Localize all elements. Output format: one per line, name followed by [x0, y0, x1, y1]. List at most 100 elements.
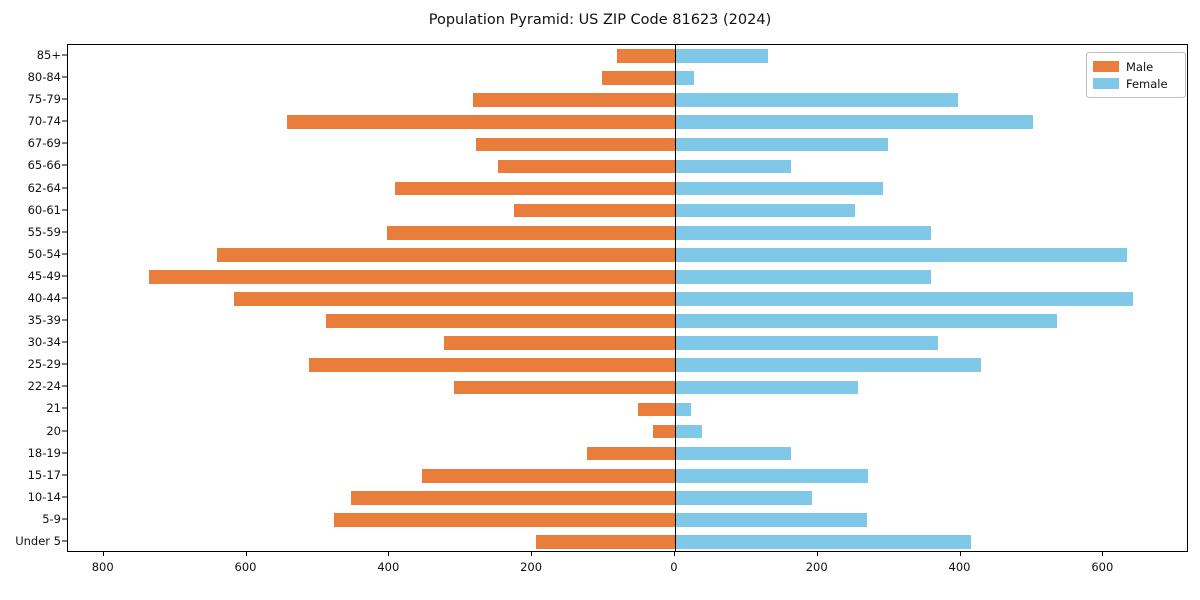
y-axis-tick-label: 75-79 [27, 92, 61, 107]
bar-row [68, 468, 1187, 483]
bar-row [68, 490, 1187, 505]
y-axis-tick-label: 21 [46, 401, 61, 416]
bar-male-60-61 [514, 203, 675, 218]
plot-area [67, 44, 1188, 552]
y-axis-tick-label: 25-29 [27, 357, 61, 372]
zero-axis-line [674, 45, 676, 551]
y-axis-tick-label: 45-49 [27, 268, 61, 283]
bar-row [68, 225, 1187, 240]
legend-swatch-male-icon [1093, 61, 1119, 72]
y-axis-tick-label: 65-66 [27, 158, 61, 173]
y-axis-tick-label: 62-64 [27, 180, 61, 195]
chart-title: Population Pyramid: US ZIP Code 81623 (2… [428, 12, 772, 28]
bar-female-5-9 [674, 513, 867, 527]
x-axis-tick-label: 0 [670, 560, 678, 574]
bar-female-45-49 [674, 270, 931, 284]
bar-male-10-14 [350, 490, 675, 505]
bar-male-21 [637, 402, 675, 417]
bar-female-22-24 [674, 380, 858, 395]
bar-female-50-54 [674, 247, 1127, 262]
bar-row [68, 159, 1187, 174]
legend-label: Female [1126, 76, 1168, 91]
x-axis-tick-label: 200 [520, 560, 543, 574]
bar-female-40-44 [674, 292, 1133, 306]
legend-item-female[interactable]: Female [1093, 75, 1179, 92]
y-axis-tick-label: 55-59 [27, 224, 61, 239]
bar-female-15-17 [674, 468, 869, 483]
bar-female-55-59 [674, 225, 931, 240]
bar-female-35-39 [674, 314, 1057, 328]
bar-row [68, 71, 1187, 85]
bar-female-under-5 [674, 535, 972, 549]
x-axis-tick-label: 800 [91, 560, 114, 574]
bar-male-under-5 [535, 535, 675, 549]
bar-male-45-49 [148, 270, 675, 284]
bar-female-20 [674, 424, 703, 439]
bar-male-70-74 [287, 115, 675, 130]
y-axis-tick-label: 15-17 [27, 467, 61, 482]
bar-male-40-44 [234, 292, 675, 306]
bar-female-18-19 [674, 446, 792, 461]
y-axis-tick-label: 30-34 [27, 335, 61, 350]
bar-row [68, 358, 1187, 373]
bars-layer [68, 45, 1187, 551]
bar-row [68, 115, 1187, 130]
y-axis-tick-label: 70-74 [27, 114, 61, 129]
y-axis-tick-label: 67-69 [27, 136, 61, 151]
y-axis-tick-label: 5-9 [42, 511, 61, 526]
bar-male-30-34 [444, 336, 675, 350]
y-axis-tick-label: 80-84 [27, 70, 61, 85]
bar-row [68, 446, 1187, 461]
y-axis-tick-label: 22-24 [27, 379, 61, 394]
bar-row [68, 270, 1187, 284]
bar-row [68, 336, 1187, 350]
y-axis-tick-label: 10-14 [27, 489, 61, 504]
bar-male-5-9 [334, 513, 675, 527]
bar-male-85- [617, 49, 675, 63]
bar-row [68, 535, 1187, 549]
bar-female-70-74 [674, 115, 1034, 130]
bar-male-20 [652, 424, 675, 439]
y-axis-tick-label: 85+ [36, 48, 61, 63]
y-axis-tick-label: 60-61 [27, 202, 61, 217]
bar-male-55-59 [387, 225, 675, 240]
legend-label: Male [1126, 59, 1154, 74]
bar-row [68, 93, 1187, 108]
bar-female-60-61 [674, 203, 855, 218]
x-axis-tick-label: 400 [948, 560, 971, 574]
bar-row [68, 424, 1187, 439]
bar-female-75-79 [674, 93, 959, 108]
bar-male-18-19 [587, 446, 675, 461]
y-axis-tick-label: 35-39 [27, 313, 61, 328]
bar-female-62-64 [674, 181, 883, 196]
chart-legend: Male Female [1086, 52, 1186, 98]
legend-swatch-female-icon [1093, 78, 1119, 89]
legend-item-male[interactable]: Male [1093, 58, 1179, 75]
x-axis-tick-label: 400 [377, 560, 400, 574]
bar-female-85- [674, 49, 769, 63]
y-axis-tick-label: Under 5 [15, 533, 61, 548]
y-axis-tick-label: 20 [46, 423, 61, 438]
bar-row [68, 314, 1187, 328]
bar-male-67-69 [475, 137, 675, 152]
bar-female-65-66 [674, 159, 792, 174]
bar-row [68, 292, 1187, 306]
x-axis-tick-label: 600 [234, 560, 257, 574]
y-axis-tick-label: 40-44 [27, 291, 61, 305]
bar-female-10-14 [674, 490, 812, 505]
bar-female-25-29 [674, 358, 981, 373]
bar-row [68, 203, 1187, 218]
bar-female-80-84 [674, 71, 695, 85]
bar-female-30-34 [674, 336, 938, 350]
bar-male-62-64 [395, 181, 675, 196]
bar-female-21 [674, 402, 691, 417]
bar-male-75-79 [472, 93, 675, 108]
y-axis-tick-label: 18-19 [27, 445, 61, 460]
bar-male-22-24 [453, 380, 675, 395]
bar-male-80-84 [602, 71, 675, 85]
bar-row [68, 402, 1187, 417]
bar-male-35-39 [326, 314, 675, 328]
bar-female-67-69 [674, 137, 889, 152]
y-axis-tick-label: 50-54 [27, 246, 61, 261]
